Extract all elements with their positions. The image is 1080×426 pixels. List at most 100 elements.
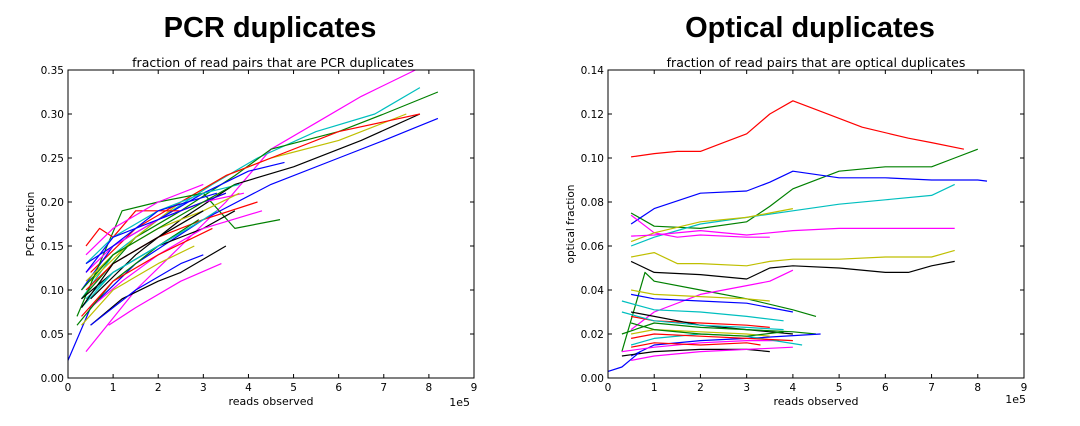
- optical-series-line-1: [631, 100, 965, 158]
- pcr-series-line-25: [81, 227, 213, 317]
- optical-chart: fraction of read pairs that are optical …: [565, 55, 1028, 408]
- optical-x-tick-label: 7: [928, 382, 935, 394]
- optical-series-line-9: [630, 260, 955, 280]
- pcr-series-line-16: [81, 183, 236, 291]
- optical-series-line-11: [630, 269, 794, 331]
- optical-series-line-4: [630, 183, 955, 247]
- optical-y-tick-label: 0.12: [581, 109, 604, 121]
- pcr-y-tick-label: 0.25: [41, 153, 64, 165]
- pcr-x-tick-label: 5: [290, 382, 297, 394]
- optical-x-multiplier: 1e5: [1005, 393, 1026, 406]
- optical-series-line-25: [630, 346, 793, 361]
- pcr-series-line-21: [90, 245, 227, 326]
- optical-series-line-12: [630, 293, 794, 313]
- optical-series-line-28: [630, 342, 761, 348]
- pcr-series-line-17: [85, 201, 258, 291]
- pcr-x-tick-label: 6: [335, 382, 342, 394]
- optical-series-line-22: [630, 333, 793, 342]
- pcr-series-line-9: [76, 192, 281, 317]
- pcr-duplicates-panel: PCR duplicates fraction of read pairs th…: [25, 12, 478, 409]
- optical-duplicates-panel: Optical duplicates fraction of read pair…: [540, 0, 1080, 426]
- pcr-x-tick-label: 0: [65, 382, 72, 394]
- optical-x-tick-label: 6: [882, 382, 889, 394]
- optical-series-line-24: [607, 351, 641, 372]
- pcr-y-tick-label: 0.15: [41, 241, 64, 253]
- optical-headline: Optical duplicates: [685, 12, 935, 44]
- optical-series-line-21: [630, 329, 770, 337]
- optical-series-line-23: [621, 348, 770, 357]
- optical-x-tick-label: 4: [790, 382, 797, 394]
- pcr-series-line-24: [76, 219, 200, 326]
- optical-series-line-5: [630, 214, 770, 238]
- pcr-x-tick-label: 4: [245, 382, 252, 394]
- optical-series-line-10: [621, 271, 817, 352]
- optical-y-tick-label: 0.10: [581, 153, 604, 165]
- pcr-series-line-22: [90, 254, 204, 326]
- pcr-series-line-27: [81, 210, 204, 308]
- optical-series-line-27: [621, 311, 784, 331]
- pcr-series-line-1: [85, 69, 416, 352]
- pcr-y-label: PCR fraction: [25, 192, 37, 257]
- pcr-series-line-8: [81, 161, 285, 291]
- pcr-chart-title: fraction of read pairs that are PCR dupl…: [132, 55, 414, 70]
- optical-series-line-7: [631, 227, 955, 237]
- pcr-x-multiplier: 1e5: [449, 396, 470, 409]
- optical-series-line-2: [630, 148, 979, 229]
- optical-chart-title: fraction of read pairs that are optical …: [667, 55, 966, 70]
- pcr-series-line-29: [85, 183, 204, 256]
- optical-series-line-6: [630, 208, 794, 243]
- pcr-series-line-15: [85, 192, 227, 273]
- pcr-x-tick-label: 3: [200, 382, 207, 394]
- pcr-series-line-28: [85, 192, 218, 265]
- pcr-series-line-20: [81, 245, 195, 326]
- optical-x-tick-label: 8: [974, 382, 981, 394]
- optical-y-tick-label: 0.06: [581, 241, 605, 253]
- optical-series-line-13: [630, 289, 770, 302]
- pcr-y-tick-label: 0.00: [41, 373, 64, 385]
- optical-x-tick-label: 0: [605, 382, 612, 394]
- optical-y-tick-label: 0.14: [581, 65, 605, 77]
- optical-y-tick-label: 0.08: [581, 197, 604, 209]
- pcr-lines: [67, 69, 439, 361]
- optical-x-tick-label: 5: [836, 382, 843, 394]
- optical-x-tick-label: 3: [743, 382, 750, 394]
- pcr-y-tick-label: 0.20: [41, 197, 64, 209]
- pcr-chart: fraction of read pairs that are PCR dupl…: [25, 55, 478, 409]
- optical-lines: [607, 100, 988, 372]
- pcr-x-tick-label: 7: [380, 382, 387, 394]
- pcr-ticks: 0 1 2 3 4 5 6 7 8 9 0.00 0.05 0.10 0.15 0.20 0.25 0.30 0.…: [41, 65, 478, 394]
- optical-ticks: 0 1 2 3 4 5 6 7 8 9 0.00 0.02 0.04 0.06 0.08 0.10 0.12 0.…: [581, 65, 1028, 394]
- pcr-axes-frame: [67, 69, 475, 379]
- optical-y-tick-label: 0.00: [581, 373, 604, 385]
- pcr-x-tick-label: 2: [155, 382, 162, 394]
- pcr-series-line-4: [81, 91, 439, 300]
- optical-x-tick-label: 9: [1021, 382, 1028, 394]
- pcr-series-line-5: [90, 113, 407, 282]
- optical-x-tick-label: 2: [697, 382, 704, 394]
- pcr-series-line-23: [108, 263, 222, 326]
- optical-series-line-8: [630, 249, 955, 267]
- optical-series-line-19: [621, 340, 779, 353]
- pcr-y-tick-label: 0.10: [41, 285, 64, 297]
- pcr-series-line-3: [81, 87, 421, 300]
- optical-y-tick-label: 0.02: [581, 329, 604, 341]
- pcr-y-tick-label: 0.35: [41, 65, 64, 77]
- optical-x-label: reads observed: [774, 395, 859, 408]
- optical-series-line-15: [630, 315, 770, 328]
- optical-axes-frame: [607, 69, 1025, 379]
- optical-series-line-14: [621, 300, 784, 322]
- optical-series-line-17: [621, 322, 817, 335]
- pcr-headline: PCR duplicates: [163, 12, 377, 44]
- optical-y-label: optical fraction: [565, 185, 577, 264]
- pcr-series-line-26: [85, 219, 204, 300]
- pcr-x-tick-label: 9: [471, 382, 478, 394]
- optical-y-tick-label: 0.04: [581, 285, 605, 297]
- pcr-y-tick-label: 0.05: [41, 329, 64, 341]
- optical-series-line-26: [630, 322, 784, 337]
- optical-x-tick-label: 1: [651, 382, 658, 394]
- optical-series-line-3: [630, 170, 988, 225]
- pcr-y-tick-label: 0.30: [41, 109, 64, 121]
- pcr-x-tick-label: 1: [110, 382, 117, 394]
- pcr-x-label: reads observed: [229, 395, 314, 408]
- pcr-x-tick-label: 8: [426, 382, 433, 394]
